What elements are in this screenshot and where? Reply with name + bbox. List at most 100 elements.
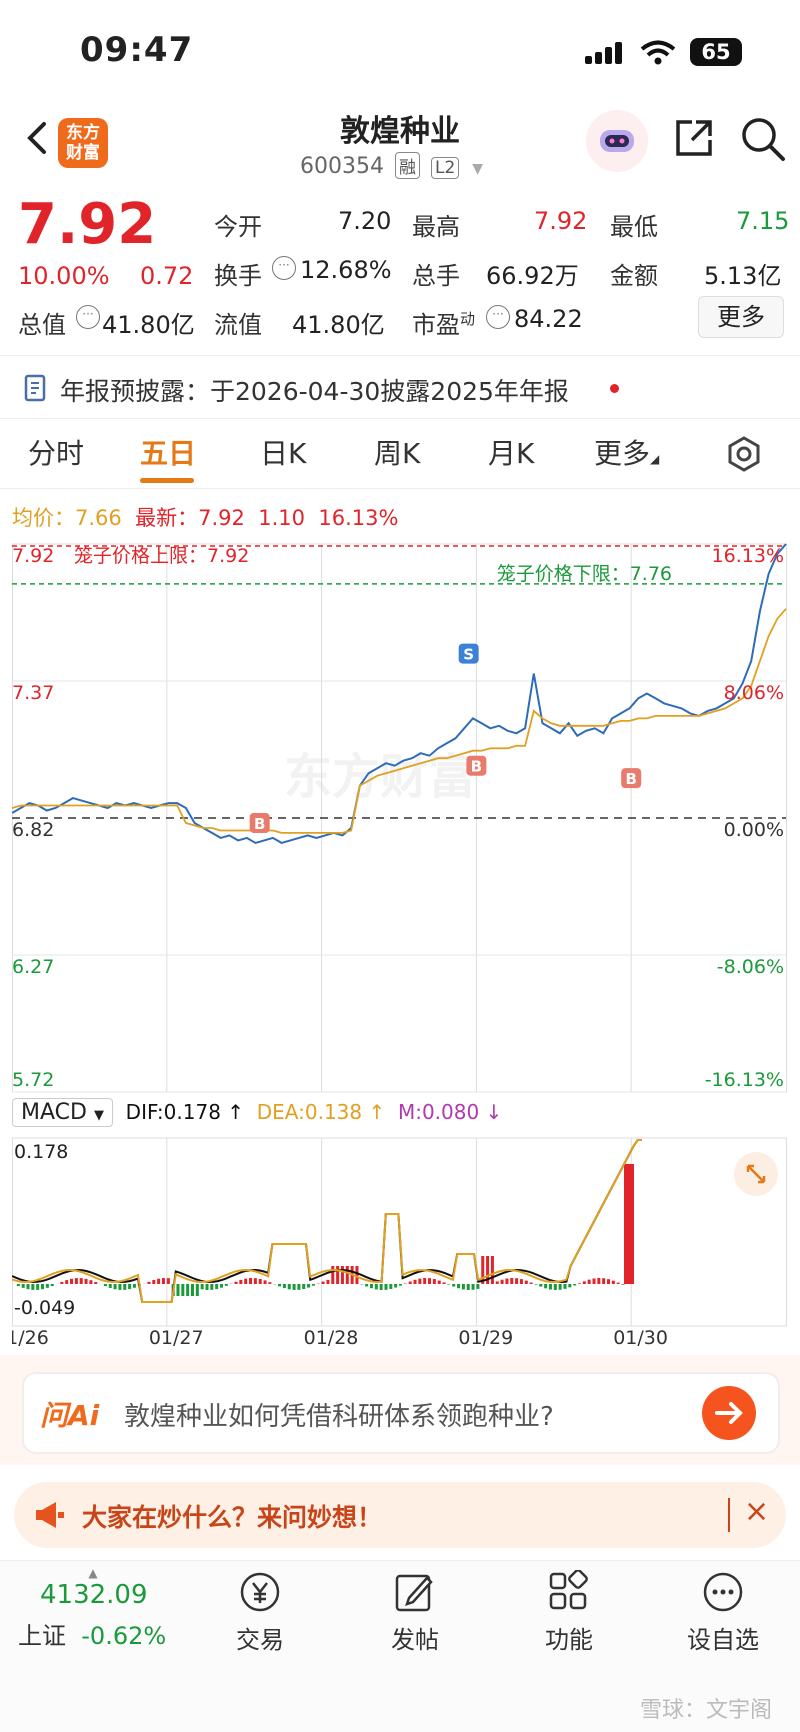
nav-add-watchlist-label: 设自选: [668, 1620, 778, 1655]
macd-bar: [118, 1284, 121, 1290]
high-value: 7.92: [534, 207, 587, 235]
buy-marker[interactable]: B: [621, 768, 641, 788]
avg-value: 7.66: [75, 506, 122, 530]
macd-bar: [593, 1279, 596, 1284]
tab-five-day[interactable]: 五日: [140, 432, 196, 472]
robot-assistant-icon[interactable]: [586, 110, 648, 172]
macd-bar: [389, 1284, 392, 1289]
tab-monthly-k[interactable]: 月K: [488, 432, 534, 472]
macd-bar: [22, 1284, 25, 1288]
share-icon[interactable]: [672, 116, 716, 164]
tab-more[interactable]: 更多◢: [594, 432, 659, 472]
caret-icon: ◢: [650, 452, 659, 466]
macd-bar: [394, 1284, 397, 1288]
ai-question-box[interactable]: 问Ai 敦煌种业如何凭借科研体系领跑种业?: [22, 1372, 780, 1454]
macd-bar: [264, 1280, 267, 1284]
macd-bar: [515, 1278, 518, 1284]
macd-bar: [617, 1283, 620, 1284]
tab-more-label: 更多: [594, 437, 650, 470]
tab-daily-k[interactable]: 日K: [260, 432, 306, 472]
macd-bar: [452, 1284, 455, 1287]
macd-bar: [622, 1284, 625, 1285]
grid-icon: [547, 1570, 591, 1614]
float-cap-label: 流值: [214, 305, 262, 340]
stock-code-line[interactable]: 600354 融 L2 ▼: [300, 152, 483, 179]
edit-icon: [393, 1570, 437, 1614]
annual-report-notice[interactable]: 年报预披露：于2026-04-30披露2025年年报: [0, 355, 800, 419]
y-axis-left-label: 5.72: [12, 1069, 54, 1091]
change-percent: 10.00%: [18, 262, 110, 290]
macd-m: M:0.080 ↓: [398, 1100, 502, 1124]
arrow-right-icon[interactable]: [702, 1386, 756, 1440]
amount-value: 5.13亿: [704, 256, 781, 291]
svg-text:B: B: [625, 770, 636, 788]
macd-bar: [491, 1256, 494, 1284]
nav-trade-label: 交易: [205, 1620, 315, 1655]
macd-bar: [94, 1282, 97, 1284]
macd-bar: [283, 1284, 286, 1288]
macd-bar: [157, 1279, 160, 1284]
close-icon[interactable]: ×: [744, 1494, 769, 1529]
macd-bar: [505, 1279, 508, 1284]
macd-bar: [210, 1284, 213, 1290]
index-ticker[interactable]: ▲ 4132.09 上证 -0.62%: [18, 1566, 178, 1651]
y-axis-right-label: -16.13%: [705, 1069, 784, 1091]
macd-bar: [278, 1284, 281, 1286]
macd-bar: [70, 1279, 73, 1284]
macd-bar: [472, 1284, 475, 1290]
macd-dea: DEA:0.138 ↑: [257, 1100, 385, 1124]
buy-marker[interactable]: B: [250, 813, 270, 833]
macd-bar: [341, 1266, 344, 1284]
macd-bar: [447, 1284, 450, 1285]
change-amount: 0.72: [140, 262, 193, 290]
x-axis-label: 01/26: [12, 1327, 49, 1348]
macd-bar: [244, 1279, 247, 1284]
macd-bar: [36, 1284, 39, 1290]
macd-bar: [602, 1278, 605, 1284]
macd-bar: [128, 1284, 131, 1289]
info-icon[interactable]: ···: [272, 256, 296, 280]
search-icon[interactable]: [740, 116, 786, 166]
macd-bar: [331, 1266, 334, 1284]
macd-bar: [167, 1278, 170, 1284]
macd-bar: [501, 1280, 504, 1284]
macd-dif-line: [12, 1140, 642, 1302]
hot-topics-bar[interactable]: 大家在炒什么？来问妙想！ ×: [14, 1482, 786, 1548]
chart-info-line: 均价：7.66 最新：7.92 1.10 16.13%: [12, 502, 398, 532]
macd-bar: [496, 1281, 499, 1284]
nav-trade[interactable]: 交易: [205, 1570, 315, 1655]
svg-text:B: B: [471, 758, 482, 776]
index-value: 4132.09: [40, 1580, 178, 1610]
y-axis-left-label: 6.82: [12, 819, 54, 841]
macd-bar: [624, 1164, 634, 1284]
macd-bar: [181, 1284, 184, 1296]
x-axis-label: 01/27: [149, 1327, 204, 1348]
macd-bar: [467, 1284, 470, 1290]
info-icon[interactable]: ···: [76, 305, 100, 329]
macd-selector[interactable]: MACD ▼: [12, 1098, 113, 1127]
macd-bar: [302, 1284, 305, 1289]
sell-marker[interactable]: S: [459, 644, 479, 664]
macd-bar: [312, 1284, 315, 1286]
info-icon[interactable]: ···: [486, 305, 510, 329]
y-axis-left-label: 7.37: [12, 682, 54, 704]
active-tab-indicator: [140, 478, 194, 483]
settings-icon[interactable]: [724, 434, 764, 478]
macd-bar: [288, 1284, 291, 1289]
lower-limit-label: 笼子价格下限：7.76: [497, 563, 672, 585]
nav-functions-label: 功能: [514, 1620, 624, 1655]
macd-bar: [559, 1284, 562, 1290]
macd-bar: [399, 1284, 402, 1286]
buy-marker[interactable]: B: [466, 756, 486, 776]
macd-header: MACD ▼ DIF:0.178 ↑ DEA:0.138 ↑ M:0.080 ↓: [12, 1098, 502, 1127]
volume-label: 总手: [412, 256, 460, 291]
tab-intraday[interactable]: 分时: [28, 432, 84, 472]
nav-functions[interactable]: 功能: [514, 1570, 624, 1655]
tab-weekly-k[interactable]: 周K: [374, 432, 420, 472]
expand-icon[interactable]: [734, 1152, 778, 1196]
nav-add-watchlist[interactable]: 设自选: [668, 1570, 778, 1655]
more-button[interactable]: 更多: [698, 296, 784, 338]
nav-post[interactable]: 发帖: [360, 1570, 470, 1655]
